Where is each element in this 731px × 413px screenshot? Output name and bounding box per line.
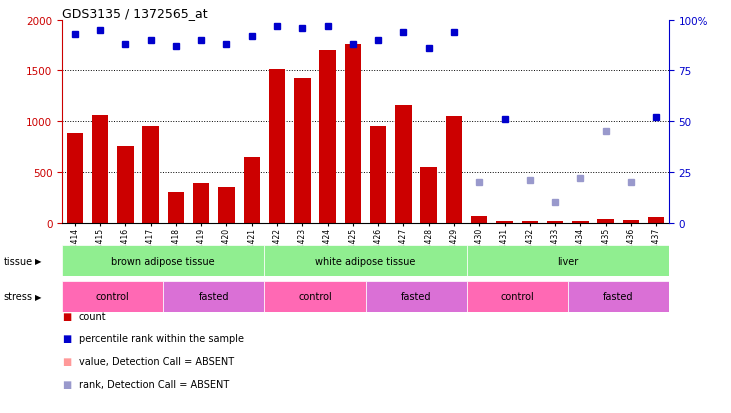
Bar — [623, 221, 639, 223]
Bar — [547, 221, 564, 223]
Text: control: control — [96, 291, 129, 301]
Bar — [466, 246, 669, 277]
Bar — [446, 117, 462, 223]
Bar — [471, 217, 488, 223]
Bar — [522, 221, 538, 223]
Bar — [193, 183, 209, 223]
Text: liver: liver — [557, 256, 578, 266]
Text: ■: ■ — [62, 356, 72, 366]
Bar — [496, 221, 512, 223]
Bar — [294, 78, 311, 223]
Bar — [648, 218, 664, 223]
Bar — [163, 281, 265, 312]
Text: control: control — [298, 291, 332, 301]
Bar — [466, 281, 568, 312]
Bar — [117, 147, 134, 223]
Text: fasted: fasted — [401, 291, 431, 301]
Bar — [269, 70, 285, 223]
Text: fasted: fasted — [199, 291, 229, 301]
Bar — [395, 106, 412, 223]
Bar — [420, 167, 437, 223]
Bar — [62, 281, 163, 312]
Text: fasted: fasted — [603, 291, 634, 301]
Text: value, Detection Call = ABSENT: value, Detection Call = ABSENT — [79, 356, 234, 366]
Text: white adipose tissue: white adipose tissue — [315, 256, 416, 266]
Bar — [67, 134, 83, 223]
Bar — [572, 221, 588, 223]
Bar — [344, 45, 361, 223]
Bar — [265, 246, 466, 277]
Text: ▶: ▶ — [35, 292, 42, 301]
Text: rank, Detection Call = ABSENT: rank, Detection Call = ABSENT — [79, 379, 230, 389]
Bar — [243, 157, 260, 223]
Bar — [92, 116, 108, 223]
Text: ▶: ▶ — [35, 257, 42, 266]
Bar — [62, 246, 265, 277]
Bar — [265, 281, 366, 312]
Text: brown adipose tissue: brown adipose tissue — [111, 256, 215, 266]
Bar — [568, 281, 669, 312]
Text: ■: ■ — [62, 334, 72, 344]
Text: ■: ■ — [62, 379, 72, 389]
Bar — [319, 51, 336, 223]
Text: ■: ■ — [62, 311, 72, 321]
Bar — [143, 127, 159, 223]
Text: stress: stress — [4, 291, 33, 301]
Bar — [167, 192, 184, 223]
Text: count: count — [79, 311, 107, 321]
Text: percentile rank within the sample: percentile rank within the sample — [79, 334, 244, 344]
Bar — [370, 127, 387, 223]
Text: GDS3135 / 1372565_at: GDS3135 / 1372565_at — [62, 7, 208, 19]
Bar — [597, 219, 614, 223]
Text: tissue: tissue — [4, 256, 33, 266]
Text: control: control — [500, 291, 534, 301]
Bar — [366, 281, 466, 312]
Bar — [219, 187, 235, 223]
